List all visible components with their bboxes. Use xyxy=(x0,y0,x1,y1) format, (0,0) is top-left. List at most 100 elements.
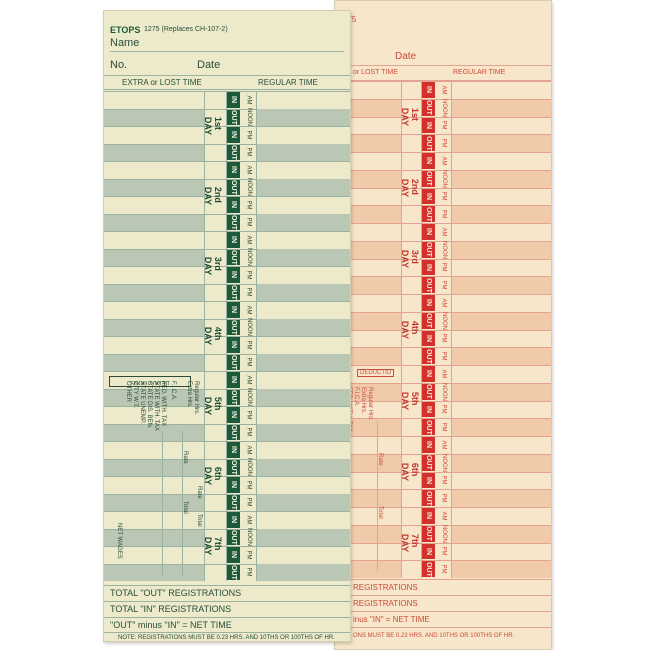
red-slot-time-label: PM xyxy=(440,209,447,219)
red-slot-in-marker: IN xyxy=(421,295,435,311)
slot-time-label: PM xyxy=(245,217,252,227)
red-total-in: REGISTRATIONS xyxy=(353,599,418,608)
red-day-label-7: 7th DAY xyxy=(400,533,421,552)
red-slot-time-label: AM xyxy=(440,227,447,237)
slot-time-label: NOON xyxy=(245,318,252,337)
slot-in-marker: IN xyxy=(226,337,240,353)
deduction-city-wt: CITY W.T. xyxy=(132,381,138,408)
slot-out-marker: OUT xyxy=(226,249,240,265)
red-slot-out-marker: OUT xyxy=(421,99,435,116)
red-regular-shade xyxy=(452,418,551,436)
red-extra-shade xyxy=(335,98,401,117)
red-regular-shade xyxy=(452,524,551,543)
day-label-5: 5th DAY xyxy=(203,396,224,416)
red-slot-time-label: AM xyxy=(440,156,447,166)
total-out-registrations: TOTAL "OUT" REGISTRATIONS xyxy=(110,588,242,598)
red-regular-shade xyxy=(452,311,551,330)
total-label-2: Total xyxy=(196,514,202,527)
red-slot-time-label: AM xyxy=(440,511,447,521)
extra-time-shade xyxy=(104,493,204,511)
slot-time-label: PM xyxy=(245,550,252,560)
extra-time-shade xyxy=(104,283,204,301)
deduction-state-tax: STATE WITH. TAX xyxy=(153,381,159,431)
red-total-out: REGISTRATIONS xyxy=(353,583,418,592)
red-slot-in-marker: IN xyxy=(421,188,435,205)
red-extra-shade xyxy=(335,560,401,578)
red-slot-time-label: PM xyxy=(440,493,447,503)
red-slot-in-marker: IN xyxy=(421,153,435,169)
slot-time-label: PM xyxy=(245,287,252,297)
slot-in-marker: IN xyxy=(226,512,240,528)
red-slot-time-label: NOON xyxy=(440,98,447,117)
red-slot-time-label: PM xyxy=(440,351,447,361)
red-slot-time-label: PM xyxy=(440,404,447,414)
slot-time-label: PM xyxy=(245,410,252,420)
slot-in-marker: IN xyxy=(226,372,240,388)
slot-in-marker: IN xyxy=(226,92,240,108)
slot-in-marker: IN xyxy=(226,442,240,458)
regular-time-shade xyxy=(257,563,350,581)
deduction-state-unemp: STATE UNEMP. xyxy=(139,381,145,424)
red-extra-shade xyxy=(335,524,401,543)
slot-out-marker: OUT xyxy=(226,564,240,580)
deduction-fed-tax: FED. WITH. TAX xyxy=(160,381,166,427)
red-slot-time-label: NOON xyxy=(440,382,447,401)
slot-time-label: PM xyxy=(245,427,252,437)
slot-time-label: PM xyxy=(245,130,252,140)
red-slot-in-marker: IN xyxy=(421,401,435,418)
red-slot-time-label: PM xyxy=(440,475,447,485)
red-extra-shade xyxy=(335,489,401,507)
slot-time-label: AM xyxy=(245,515,252,525)
extra-time-shade xyxy=(104,528,204,546)
red-slot-out-marker: OUT xyxy=(421,277,435,293)
regular-time-shade xyxy=(257,458,350,476)
red-regular-shade xyxy=(452,240,551,259)
red-deductions-title: DEDUCTIO xyxy=(357,369,395,377)
extra-time-shade xyxy=(104,318,204,336)
brand-logo: ETOPS xyxy=(110,25,141,35)
red-day-label-1: 1st DAY xyxy=(400,107,421,126)
red-slot-in-marker: IN xyxy=(421,508,435,524)
extra-time-shade xyxy=(104,563,204,581)
red-slot-out-marker: OUT xyxy=(421,561,435,577)
red-slot-out-marker: OUT xyxy=(421,241,435,258)
red-deduction-0: Regular Hrs. xyxy=(367,387,373,421)
name-label: Name xyxy=(110,37,140,49)
slot-out-marker: OUT xyxy=(226,354,240,370)
red-extra-header: or LOST TIME xyxy=(353,69,398,76)
red-slot-time-label: PM xyxy=(440,280,447,290)
net-wages-label: NET WAGES xyxy=(116,523,122,559)
total-in-registrations: TOTAL "IN" REGISTRATIONS xyxy=(110,604,232,614)
red-day-label-5: 5th DAY xyxy=(400,391,421,410)
red-day-label-2: 2nd DAY xyxy=(400,178,421,197)
red-slot-out-marker: OUT xyxy=(421,419,435,435)
red-slot-time-label: AM xyxy=(440,85,447,95)
slot-in-marker: IN xyxy=(226,162,240,178)
red-regular-shade xyxy=(452,169,551,188)
regular-time-shade xyxy=(257,108,350,126)
deduction-other: OTHER xyxy=(125,381,131,402)
red-slot-in-marker: IN xyxy=(421,117,435,134)
slot-time-label: AM xyxy=(245,375,252,385)
green-form-id: 1275 (Replaces CH-107-2) xyxy=(144,26,228,33)
red-deduction-1: Extra Hrs. xyxy=(360,387,366,414)
red-slot-out-marker: OUT xyxy=(421,454,435,471)
red-slot-time-label: PM xyxy=(440,120,447,130)
extra-time-shade xyxy=(104,108,204,126)
slot-time-label: AM xyxy=(245,305,252,315)
deduction-regular-hrs: Regular Hrs. xyxy=(193,381,199,415)
slot-time-label: PM xyxy=(245,357,252,367)
slot-out-marker: OUT xyxy=(226,424,240,440)
red-extra-shade xyxy=(335,311,401,330)
red-time-card: 275 Date or LOST TIME REGULAR TIME INAMO… xyxy=(334,0,552,650)
regular-time-shade xyxy=(257,248,350,266)
red-slot-time-label: NOON xyxy=(440,524,447,543)
red-slot-out-marker: OUT xyxy=(421,525,435,542)
red-slot-out-marker: OUT xyxy=(421,348,435,364)
extra-time-shade xyxy=(104,458,204,476)
no-label: No. xyxy=(110,59,128,71)
red-deduction-2: F.I.C.A. xyxy=(353,387,359,407)
red-slot-out-marker: OUT xyxy=(421,135,435,151)
slot-out-marker: OUT xyxy=(226,319,240,335)
red-slot-in-marker: IN xyxy=(421,224,435,240)
